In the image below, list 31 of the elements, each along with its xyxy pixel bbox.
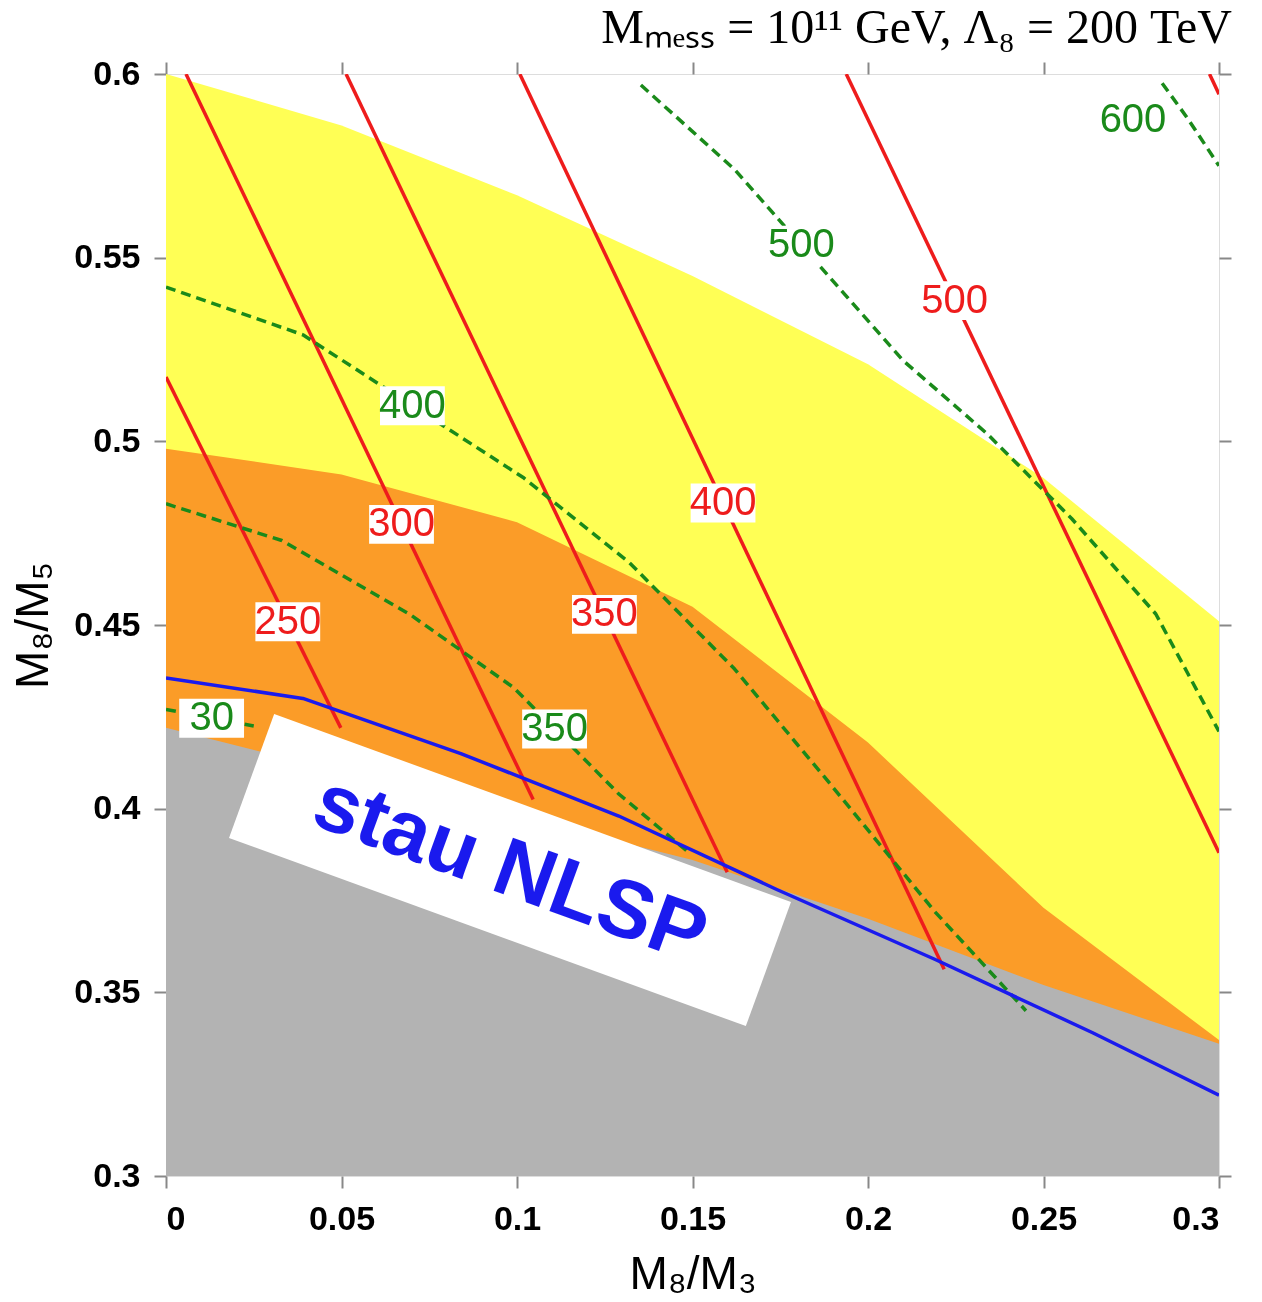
x-tick-label: 0.3 xyxy=(1172,1198,1220,1237)
y-tick-label: 0.6 xyxy=(93,53,141,92)
x-tick-label: 0.15 xyxy=(659,1198,727,1237)
annotation: 500 xyxy=(767,221,835,266)
y-tick-label: 0.55 xyxy=(74,237,141,276)
y-tick-label: 0.4 xyxy=(93,788,141,827)
x-tick-label: 0.25 xyxy=(1010,1198,1078,1237)
y-tick-label: 0.3 xyxy=(93,1155,141,1194)
annotation: 350 xyxy=(521,704,588,749)
annotation: 400 xyxy=(689,479,757,524)
annotation: 500 xyxy=(921,276,989,321)
line-series xyxy=(166,285,1028,1013)
y-axis-title: M₈/M₅ xyxy=(6,561,59,690)
chart-title: Mₘₑₛₛ = 10¹¹ GeV, Λ₈ = 200 TeV xyxy=(601,0,1233,53)
line-series xyxy=(166,676,1219,1097)
y-tick-label: 0.5 xyxy=(93,420,141,459)
annotation: 250 xyxy=(254,597,322,642)
annotation: 300 xyxy=(368,500,435,545)
x-axis-title: M₈/M₃ xyxy=(629,1246,757,1299)
annotation: 600 xyxy=(1099,96,1167,140)
x-tick-label: 0.2 xyxy=(844,1198,893,1237)
x-tick-label: 0 xyxy=(166,1198,186,1237)
line-series xyxy=(639,83,1219,734)
y-tick-label: 0.45 xyxy=(74,604,141,643)
x-tick-label: 0.1 xyxy=(493,1198,542,1237)
y-tick-label: 0.35 xyxy=(74,971,141,1010)
annotation: stau NLSP xyxy=(302,753,720,980)
annotation: 30 xyxy=(189,694,234,739)
x-tick-label: 0.05 xyxy=(308,1198,376,1237)
annotation: 350 xyxy=(571,590,638,635)
annotation: 400 xyxy=(379,381,446,426)
